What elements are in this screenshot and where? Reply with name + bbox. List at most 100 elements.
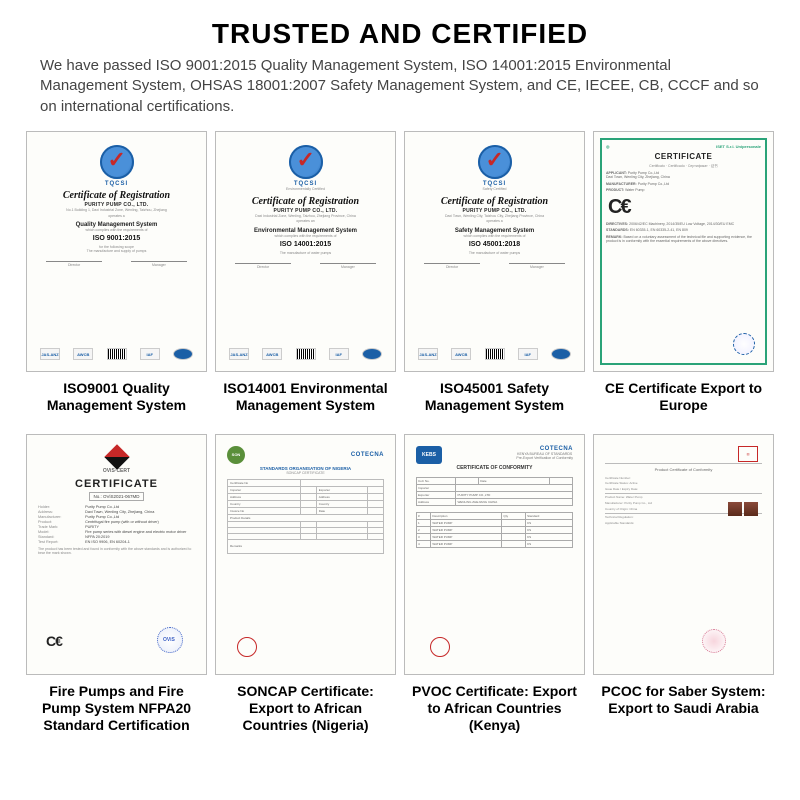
doc-title: CERTIFICATE [75,478,158,490]
doc-title: Product Certificate of Conformity [655,467,713,472]
globe-icon [289,145,323,179]
accred-logo: JAS-ANZ [40,348,60,360]
holder-val: Purity Pump Co.,Ltd [85,505,195,509]
pretitle: Safety Certified [483,188,507,192]
signature-left: Director [235,263,292,269]
cert-cell-iso9001: TQCSI Certificate of Registration PURITY… [26,131,207,426]
accred-logo [551,348,571,360]
footer-logo-row: JAS-ANZ AWCB IAF [227,346,384,360]
standard-label: ISO 9001:2015 [93,235,140,242]
globe-icon [478,145,512,179]
address-line: Daxi Industrial Zone, Wenling, Taizhou, … [255,215,356,219]
cert-card: TQCSI Safety Certified Certificate of Re… [404,131,585,372]
ce-mark-icon: C€ [46,633,62,649]
mfr-val: Purity Pump Co.,Ltd [85,515,195,519]
cert-caption: Fire Pumps and Fire Pump System NFPA20 S… [26,683,207,733]
cert-caption: ISO14001 Environmental Management System [215,380,396,414]
company-name: PURITY PUMP CO., LTD. [273,208,337,214]
cert-cell-iso45001: TQCSI Safety Certified Certificate of Re… [404,131,585,426]
cert-card: TQCSI Certificate of Registration PURITY… [26,131,207,372]
scope-line: operates a [486,220,503,224]
cert-card: OViS·CERT CERTIFICATE No.: OViS2021-067M… [26,434,207,675]
seal-icon [157,627,183,653]
globe-icon [100,145,134,179]
product-val: Centrifugal fire pump (with or without d… [85,520,195,524]
son-badge-icon: SON [227,446,245,464]
applicant-block: APPLICANT: Purity Pump Co.,LtdDaxi Town,… [606,171,761,180]
brand-label: TQCSI [105,181,128,187]
accred-logo: IAF [140,348,160,360]
standard-label: ISO 14001:2015 [280,241,331,248]
form-table: Certificate No ImporterExporter AddressA… [227,479,384,554]
remark-text: The product has been tested and found in… [38,548,195,556]
field-row: Certificate Status: Active [605,482,762,486]
cert-caption: ISO9001 Quality Management System [26,380,207,414]
cert-caption: CE Certificate Export to Europe [593,380,774,414]
stamp-icon [237,637,257,657]
signature-right: Manager [320,263,377,269]
signature-right: Manager [509,263,566,269]
standards-block: STANDARDS: EN 60335-1, EN 60335-2-41, EN… [606,228,761,233]
company-name: PURITY PUMP CO., LTD. [84,202,148,208]
manufacturer-block: MANUFACTURER: Purity Pump Co.,Ltd [606,182,761,187]
doc-title: Certificate of Registration [441,196,548,207]
brand-label: TQCSI [294,181,317,187]
cert-caption: SONCAP Certificate: Export to African Co… [215,683,396,733]
remark-block: REMARK: Based on a voluntary assessment … [606,235,761,244]
page-subtitle: We have passed ISO 9001:2015 Quality Man… [40,56,760,117]
accred-logo: AWCB [262,348,282,360]
field-row: Technical Regulation: [605,516,762,520]
brand-label: COTECNA [351,452,384,458]
cert-cell-pcoc: ▥ Product Certificate of Conformity Cert… [593,434,774,746]
compliance-line: which complies with the requirements of [274,235,336,239]
accred-logo [362,348,382,360]
footer-logo-row: JAS-ANZ AWCB IAF [416,346,573,360]
cert-card: SON COTECNA STANDARDS ORGANISATION OF NI… [215,434,396,675]
field-row: Issue Date / Expiry Date: [605,488,762,492]
issuer-logo: ◎ [606,144,610,149]
cert-card: KEBS COTECNA KENYA BUREAU OF STANDARDS P… [404,434,585,675]
cert-cell-ce: ◎ ISET S.r.l. Unipersonale CERTIFICATE C… [593,131,774,426]
scope-text: The manufacture of water pumps [469,252,520,256]
cert-cell-nfpa20: OViS·CERT CERTIFICATE No.: OViS2021-067M… [26,434,207,746]
scope-text: for the following scopeThe manufacture a… [87,246,147,254]
scope-line: operates a [108,215,125,219]
cert-caption: ISO45001 Safety Management System [404,380,585,414]
ovs-logo-icon [104,444,129,469]
cert-number: No.: OViS2021-067MD [89,492,145,501]
header-table: CoC No.Date Importer ExporterPURITY PUMP… [416,477,573,506]
product-thumbs [728,502,758,516]
directive-block: DIRECTIVES: 2006/42/EC Machinery, 2014/3… [606,222,761,227]
pretitle: Environmentally Certified [286,188,325,192]
cert-cell-pvoc: KEBS COTECNA KENYA BUREAU OF STANDARDS P… [404,434,585,746]
items-table: #DescriptionQtyStandard 1WATER PUMPKS 2W… [416,512,573,548]
subtitle-line: Certificato · Certificado · Сертификат ·… [649,165,718,169]
address-line: No.1 Building 1, Daxi Industrial Zone, W… [66,209,167,213]
qr-icon [107,348,127,360]
field-row: Applicable Standards: [605,522,762,526]
accred-logo: JAS-ANZ [229,348,249,360]
field-row: Product Name: Water Pump [605,496,762,500]
stamp-icon [430,637,450,657]
cert-cell-iso14001: TQCSI Environmentally Certified Certific… [215,131,396,426]
qr-icon [296,348,316,360]
accred-logo: IAF [518,348,538,360]
address-line: Daxi Town, Wenling City, Taizhou City, Z… [445,215,544,219]
doc-title: Certificate of Registration [252,196,359,207]
signature-right: Manager [131,261,188,267]
scope-line: operates an [296,220,315,224]
cert-card: ◎ ISET S.r.l. Unipersonale CERTIFICATE C… [593,131,774,372]
doc-title: CERTIFICATE [655,152,713,161]
cert-card: ▥ Product Certificate of Conformity Cert… [593,434,774,675]
thumb-icon [744,502,758,516]
ce-mark-icon: C€ [608,196,630,219]
address-val: Daxi Town, Wenling City, Zhejiang, China [85,510,195,514]
cert-card: TQCSI Environmentally Certified Certific… [215,131,396,372]
accred-logo: JAS-ANZ [418,348,438,360]
compliance-line: which complies with the requirements of [85,229,147,233]
kebs-badge-icon: KEBS [416,446,442,464]
org-sub: Pre-Export Verification of Conformity [516,456,573,460]
accred-logo: IAF [329,348,349,360]
signature-left: Director [46,261,103,267]
cert-caption: PVOC Certificate: Export to African Coun… [404,683,585,733]
